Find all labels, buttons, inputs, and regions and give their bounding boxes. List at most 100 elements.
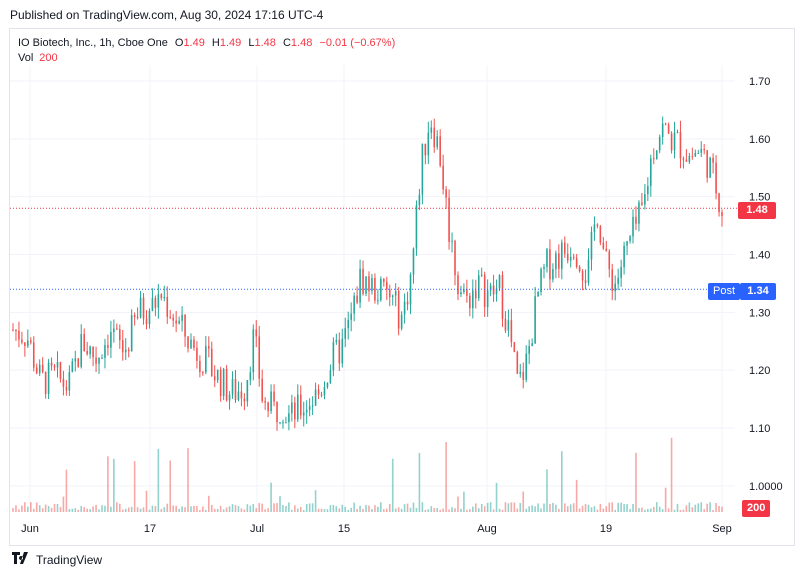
volume-bar bbox=[326, 509, 329, 512]
candle-body bbox=[237, 391, 240, 400]
open-label: O bbox=[174, 37, 184, 49]
candle-body bbox=[136, 317, 139, 319]
volume-bar bbox=[507, 503, 510, 512]
volume-bar bbox=[635, 452, 637, 512]
volume-bar bbox=[225, 507, 228, 512]
candle-body bbox=[12, 329, 14, 331]
candle-body bbox=[362, 268, 364, 294]
volume-bar bbox=[552, 502, 554, 512]
volume-bar bbox=[74, 508, 77, 512]
time-tick-label: Sep bbox=[712, 523, 732, 535]
candle-body bbox=[252, 329, 255, 373]
volume-bar bbox=[80, 506, 83, 512]
volume-bar bbox=[442, 508, 444, 512]
volume-bar bbox=[436, 508, 439, 512]
volume-bar bbox=[697, 503, 700, 512]
volume-bar bbox=[641, 507, 643, 512]
volume-bar bbox=[205, 509, 207, 512]
candle-body bbox=[652, 158, 655, 160]
candle-body bbox=[59, 362, 62, 379]
time-tick-label: Jun bbox=[21, 523, 39, 535]
volume-bar bbox=[549, 503, 551, 512]
candle-body bbox=[205, 346, 207, 373]
volume-bar bbox=[71, 508, 74, 512]
volume-bar bbox=[561, 451, 563, 512]
candle-body bbox=[175, 320, 177, 324]
volume-bar bbox=[184, 507, 186, 512]
candle-body bbox=[587, 259, 590, 283]
volume-bar bbox=[572, 503, 575, 512]
post-market-price-badge: 1.34 bbox=[740, 283, 776, 300]
candle-body bbox=[368, 276, 370, 292]
volume-bar bbox=[655, 502, 658, 512]
candle-body bbox=[691, 156, 694, 158]
volume-bar bbox=[320, 508, 323, 512]
candle-body bbox=[279, 422, 281, 424]
volume-bar bbox=[673, 509, 676, 512]
volume-bar bbox=[213, 508, 216, 512]
candle-body bbox=[427, 132, 430, 156]
candle-body bbox=[448, 197, 450, 242]
volume-bar bbox=[362, 508, 364, 512]
candle-body bbox=[41, 364, 44, 372]
candle-body bbox=[718, 193, 720, 213]
volume-bar bbox=[288, 502, 290, 512]
candle-body bbox=[644, 194, 646, 205]
volume-bar bbox=[513, 502, 516, 512]
footer-brand[interactable]: TradingView bbox=[12, 552, 102, 567]
volume-bar bbox=[563, 503, 566, 512]
candle-body bbox=[430, 127, 433, 133]
volume-bar bbox=[694, 504, 697, 512]
volume-bar bbox=[222, 509, 225, 512]
volume-bar bbox=[463, 491, 465, 512]
candle-body bbox=[578, 266, 581, 272]
candle-body bbox=[519, 371, 522, 374]
candle-body bbox=[21, 339, 23, 343]
candle-body bbox=[715, 162, 717, 194]
volume-bar bbox=[412, 502, 415, 512]
candle-body bbox=[682, 158, 685, 160]
candle-body bbox=[457, 275, 459, 295]
candle-body bbox=[442, 165, 444, 190]
volume-bar bbox=[27, 506, 29, 512]
candle-body bbox=[56, 362, 59, 368]
volume-bar bbox=[294, 505, 296, 512]
candle-body bbox=[575, 257, 578, 267]
candle-body bbox=[80, 334, 83, 367]
volume-bar bbox=[700, 502, 703, 512]
volume-bar bbox=[157, 448, 160, 512]
candle-body bbox=[350, 313, 352, 320]
volume-bar bbox=[41, 508, 44, 512]
volume-bar bbox=[172, 505, 174, 512]
volume-bar bbox=[439, 509, 441, 512]
candle-body bbox=[510, 320, 513, 343]
candle-body bbox=[507, 320, 510, 331]
volume-bar bbox=[394, 508, 397, 512]
candle-body bbox=[418, 194, 421, 206]
volume-bar bbox=[314, 490, 317, 512]
volume-bar bbox=[163, 507, 166, 512]
volume-bar bbox=[623, 504, 625, 512]
volume-bar bbox=[581, 505, 584, 512]
volume-bar bbox=[124, 508, 127, 512]
volume-bar bbox=[424, 509, 427, 512]
volume-bar bbox=[385, 508, 388, 512]
volume-bar bbox=[175, 505, 177, 512]
candle-body bbox=[187, 336, 189, 349]
candle-body bbox=[374, 277, 376, 301]
candle-body bbox=[15, 330, 17, 332]
candle-body bbox=[561, 242, 563, 269]
footer-brand-name: TradingView bbox=[36, 552, 103, 567]
time-axis: Jun 17 Jul 15 Aug 19 Sep bbox=[21, 523, 732, 535]
candle-body bbox=[338, 339, 341, 364]
volume-bar bbox=[691, 507, 694, 512]
candle-body bbox=[95, 357, 97, 364]
candle-body bbox=[196, 347, 198, 361]
candle-body bbox=[694, 152, 697, 157]
candle-body bbox=[377, 300, 379, 302]
volume-bar bbox=[614, 509, 617, 512]
candle-body bbox=[495, 288, 498, 295]
volume-bar bbox=[486, 502, 489, 512]
candle-body bbox=[276, 401, 278, 423]
